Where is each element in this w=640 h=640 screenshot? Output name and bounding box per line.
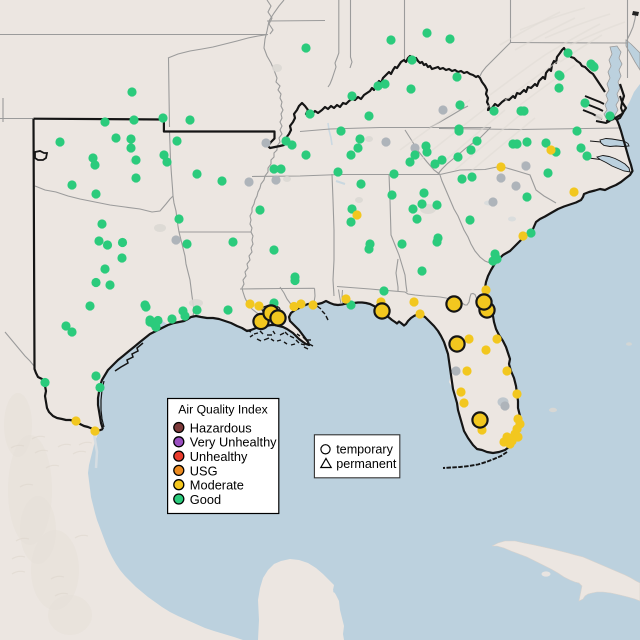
svg-text:Hazardous: Hazardous [190, 420, 252, 435]
svg-text:USG: USG [190, 463, 218, 478]
svg-text:Very Unhealthy: Very Unhealthy [190, 435, 277, 450]
svg-text:Good: Good [190, 492, 221, 507]
svg-text:Unhealthy: Unhealthy [190, 449, 248, 464]
svg-text:permanent: permanent [336, 457, 397, 471]
svg-text:Air Quality Index: Air Quality Index [178, 403, 267, 417]
svg-text:Moderate: Moderate [190, 478, 244, 493]
svg-text:temporary: temporary [336, 443, 393, 457]
